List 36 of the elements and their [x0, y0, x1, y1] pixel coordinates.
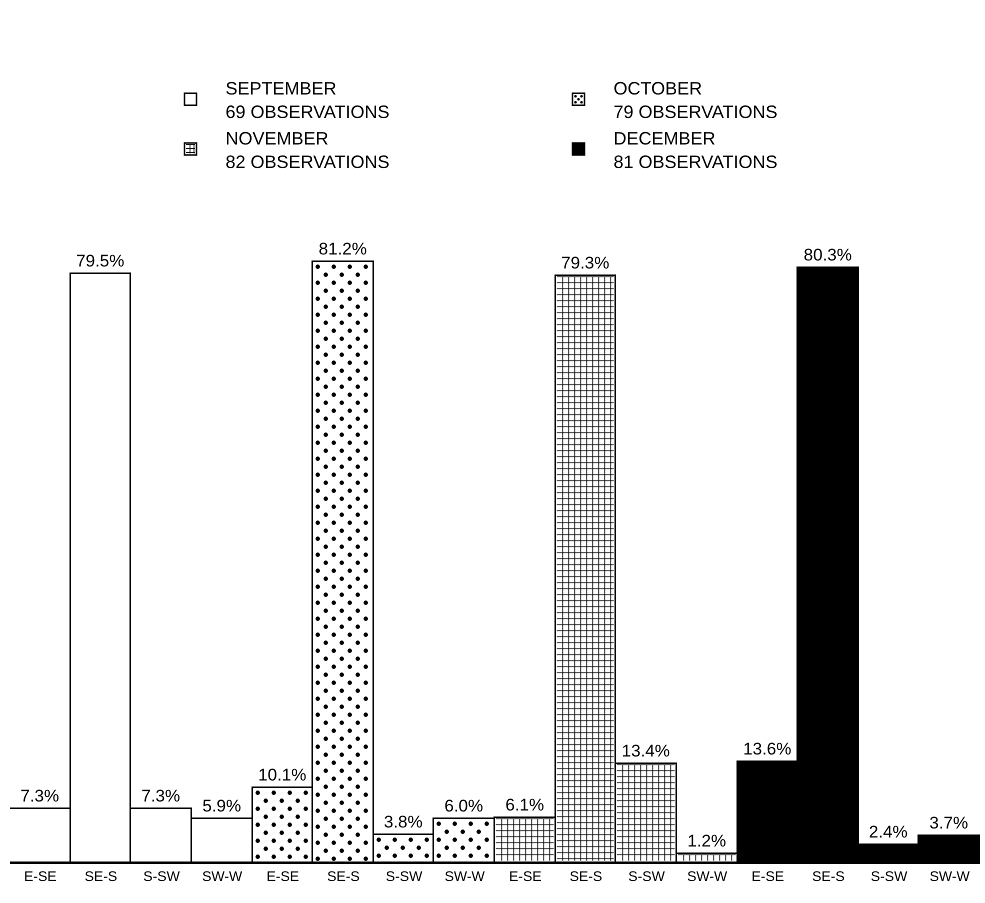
x-tick-label: SW-W — [444, 868, 486, 884]
data-label: 80.3% — [804, 245, 852, 264]
x-tick-label: E-SE — [24, 868, 57, 884]
x-tick-label: S-SW — [143, 868, 181, 884]
x-tick-label: SE-S — [84, 868, 118, 884]
x-tick-label: SW-W — [687, 868, 728, 884]
x-tick-label: SE-S — [570, 868, 602, 884]
x-tick-label: SW-W — [202, 868, 244, 884]
x-tick-label: SE-S — [327, 868, 360, 884]
data-label: 7.3% — [141, 786, 180, 806]
x-tick-label: E-SE — [508, 868, 542, 884]
x-tick-label: SE-S — [812, 868, 845, 884]
x-tick-label: S-SW — [628, 868, 666, 884]
data-label: 79.5% — [76, 251, 124, 270]
legend-label: DECEMBER 81 OBSERVATIONS — [614, 128, 778, 172]
legend-label: OCTOBER 79 OBSERVATIONS — [614, 78, 778, 122]
legend-label: SEPTEMBER 69 OBSERVATIONS — [226, 78, 390, 122]
x-tick-label: S-SW — [386, 868, 424, 884]
data-label: 10.1% — [258, 765, 306, 784]
legend-label: NOVEMBER 82 OBSERVATIONS — [226, 128, 390, 172]
data-label: 6.0% — [444, 796, 484, 816]
data-label: 81.2% — [318, 239, 367, 258]
data-label: 1.2% — [687, 831, 726, 850]
x-tick-label: E-SE — [751, 868, 784, 884]
data-label: 5.9% — [202, 796, 242, 816]
data-label: 13.4% — [622, 741, 670, 760]
data-label: 3.7% — [929, 813, 968, 832]
data-label: 7.3% — [20, 786, 60, 806]
data-label: 2.4% — [868, 822, 908, 842]
data-label: 6.1% — [505, 795, 544, 814]
x-tick-label: SW-W — [930, 868, 971, 884]
x-tick-label: S-SW — [870, 868, 908, 884]
data-label: 13.6% — [743, 739, 792, 758]
x-tick-label: E-SE — [266, 868, 300, 884]
data-label: 79.3% — [561, 253, 610, 272]
data-label: 3.8% — [384, 812, 423, 832]
